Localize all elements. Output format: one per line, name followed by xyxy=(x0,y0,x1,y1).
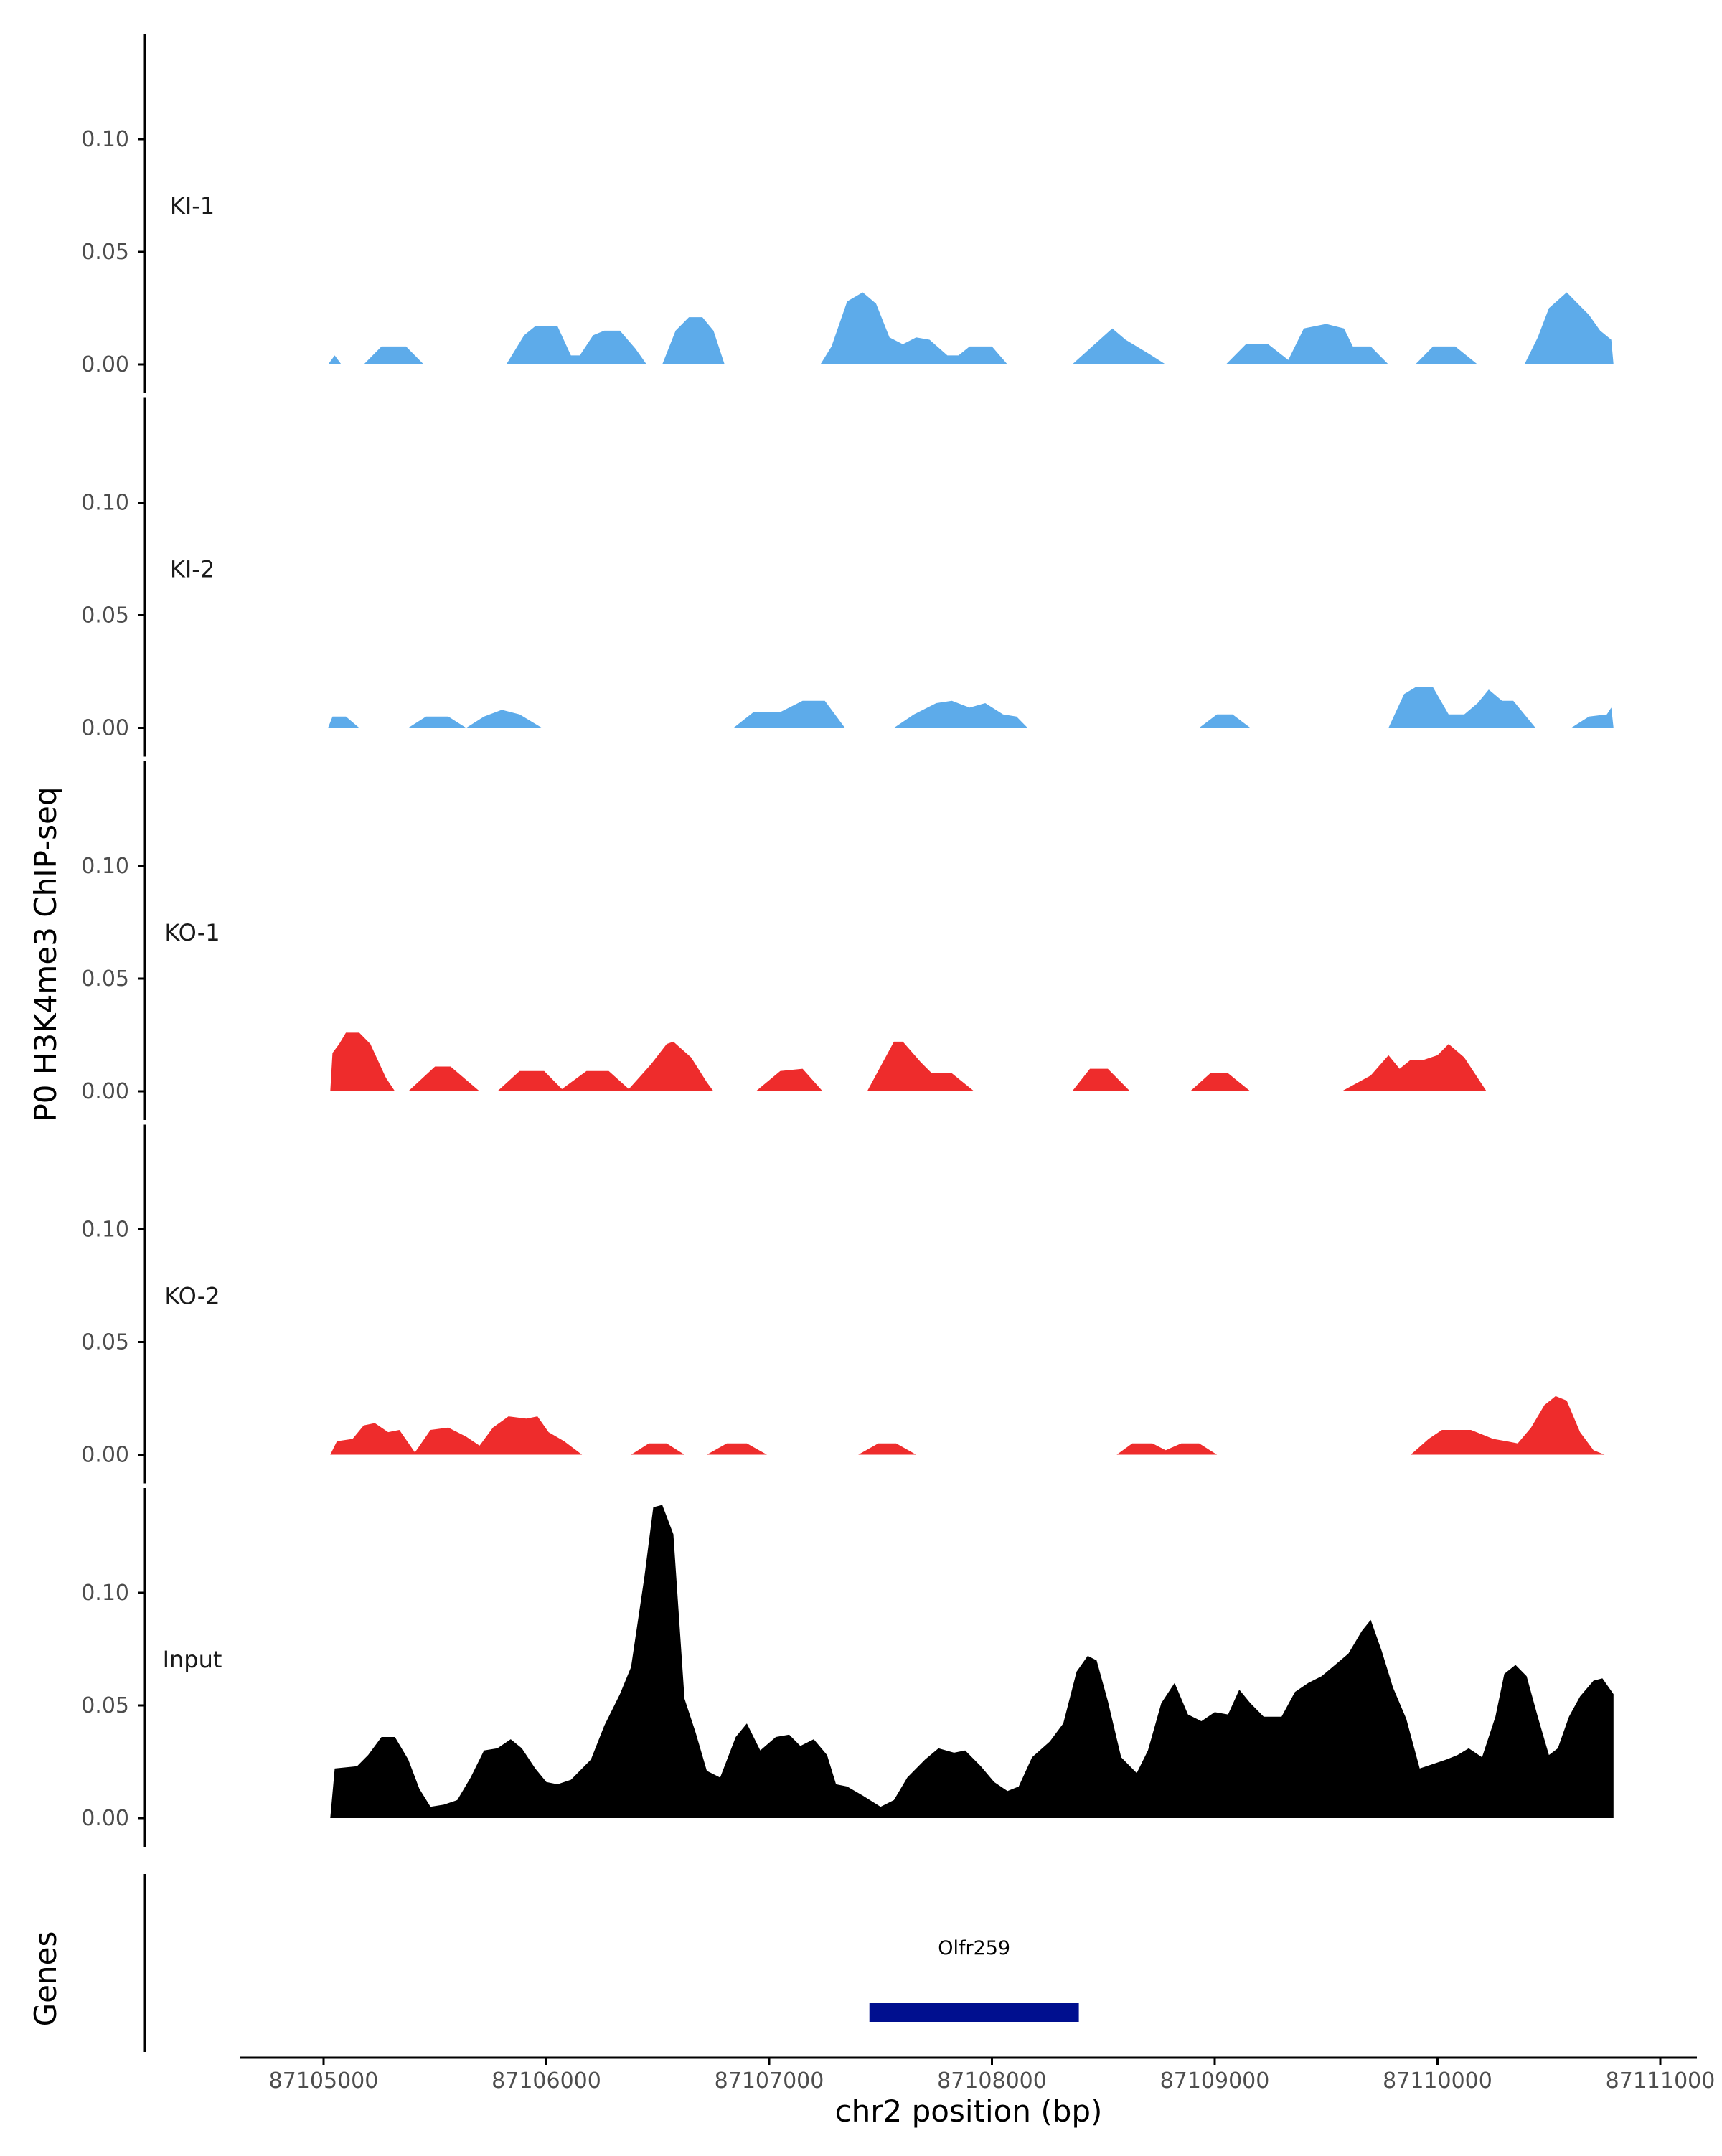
y-tick-label-ko-1-2: 0.10 xyxy=(81,854,129,879)
y-tick-label-input-1: 0.05 xyxy=(81,1693,129,1718)
y-tick-label-ko-2-0: 0.00 xyxy=(81,1443,129,1468)
signal-area-ki-2 xyxy=(328,687,1614,728)
track-ki-1: 0.00 0.05 0.10 KI-1 xyxy=(81,34,1614,393)
track-ko-1: 0.00 0.05 0.10 KO-1 xyxy=(81,761,1614,1120)
y-tick-label-input-0: 0.00 xyxy=(81,1806,129,1831)
x-tick-label-1: 87106000 xyxy=(491,2068,601,2094)
track-ko-2: 0.00 0.05 0.10 KO-2 xyxy=(81,1124,1614,1484)
gene-label-olfr259: Olfr259 xyxy=(938,1937,1010,1959)
y-tick-label-ki-1-0: 0.00 xyxy=(81,352,129,377)
y-tick-label-ki-2-0: 0.00 xyxy=(81,716,129,741)
y-tick-label-input-2: 0.10 xyxy=(81,1581,129,1606)
x-tick-label-6: 87111000 xyxy=(1606,2068,1716,2094)
track-label-input: Input xyxy=(163,1646,222,1673)
track-input: 0.00 0.05 0.10 Input xyxy=(81,1488,1614,1847)
track-label-ki-1: KI-1 xyxy=(170,192,215,220)
y-tick-label-ki-1-1: 0.05 xyxy=(81,240,129,265)
genes-track-title: Genes xyxy=(28,1931,63,2027)
signal-area-ko-2 xyxy=(330,1395,1614,1455)
track-label-ki-2: KI-2 xyxy=(170,556,215,583)
signal-area-ki-1 xyxy=(328,292,1614,364)
x-tick-label-5: 87110000 xyxy=(1383,2068,1492,2094)
signal-area-input xyxy=(330,1505,1614,1818)
y-tick-label-ko-2-2: 0.10 xyxy=(81,1218,129,1243)
track-label-ko-1: KO-1 xyxy=(164,919,220,946)
x-tick-label-0: 87105000 xyxy=(269,2068,379,2094)
x-axis-title: chr2 position (bp) xyxy=(835,2094,1103,2129)
gene-bar-olfr259 xyxy=(869,2003,1079,2022)
track-ki-2: 0.00 0.05 0.10 KI-2 xyxy=(81,397,1614,757)
track-label-ko-2: KO-2 xyxy=(164,1283,220,1310)
y-tick-label-ki-1-2: 0.10 xyxy=(81,127,129,152)
x-tick-label-3: 87108000 xyxy=(937,2068,1047,2094)
y-tick-label-ko-1-1: 0.05 xyxy=(81,966,129,992)
x-tick-label-2: 87107000 xyxy=(715,2068,824,2094)
y-tick-label-ko-1-0: 0.00 xyxy=(81,1079,129,1104)
y-tick-label-ki-2-1: 0.05 xyxy=(81,603,129,629)
y-axis-title: P0 H3K4me3 ChIP-seq xyxy=(28,786,63,1121)
y-tick-label-ki-2-2: 0.10 xyxy=(81,491,129,516)
signal-area-ko-1 xyxy=(330,1032,1614,1091)
x-tick-label-4: 87109000 xyxy=(1160,2068,1270,2094)
y-tick-label-ko-2-1: 0.05 xyxy=(81,1330,129,1355)
